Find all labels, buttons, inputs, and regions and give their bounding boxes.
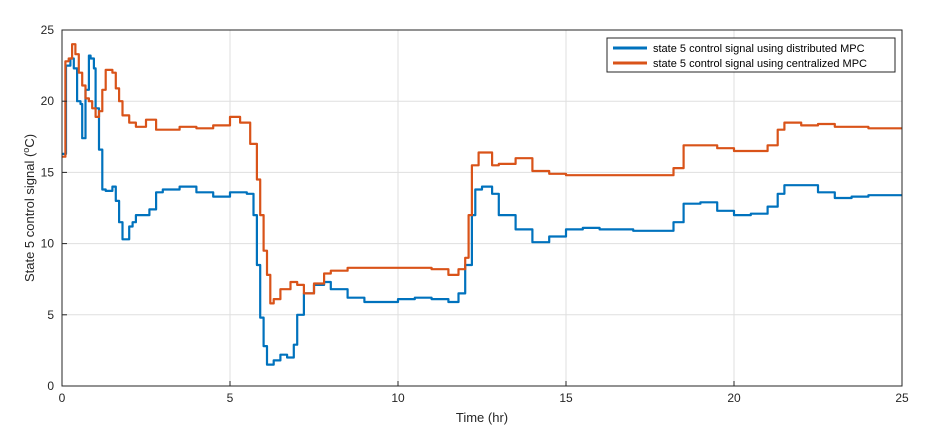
legend-label-distributed: state 5 control signal using distributed… xyxy=(653,43,865,55)
ticks: 0 5 10 15 20 25 0 5 10 15 20 25 xyxy=(41,23,909,405)
plot-area xyxy=(62,30,902,386)
y-tick-label: 25 xyxy=(41,23,55,37)
y-tick-label: 10 xyxy=(41,237,55,251)
y-tick-label: 20 xyxy=(41,94,55,108)
series-line-distributed xyxy=(62,54,902,366)
x-tick-label: 15 xyxy=(559,391,573,405)
y-axis-label: State 5 control signal (oC) xyxy=(21,134,37,282)
y-tick-label: 5 xyxy=(47,308,54,322)
series-layer xyxy=(62,43,902,366)
y-tick-label: 15 xyxy=(41,165,55,179)
x-tick-label: 10 xyxy=(391,391,405,405)
y-tick-label: 0 xyxy=(47,379,54,393)
legend-box xyxy=(606,37,896,73)
legend-label-centralized: state 5 control signal using centralized… xyxy=(653,58,867,70)
plot-frame xyxy=(61,29,903,387)
series-line-centralized xyxy=(62,43,902,305)
legend: state 5 control signal using distributed… xyxy=(606,37,896,73)
x-axis-label: Time (hr) xyxy=(456,410,508,425)
x-tick-label: 20 xyxy=(727,391,741,405)
x-tick-label: 5 xyxy=(227,391,234,405)
x-tick-label: 0 xyxy=(59,391,66,405)
x-tick-label: 25 xyxy=(895,391,909,405)
